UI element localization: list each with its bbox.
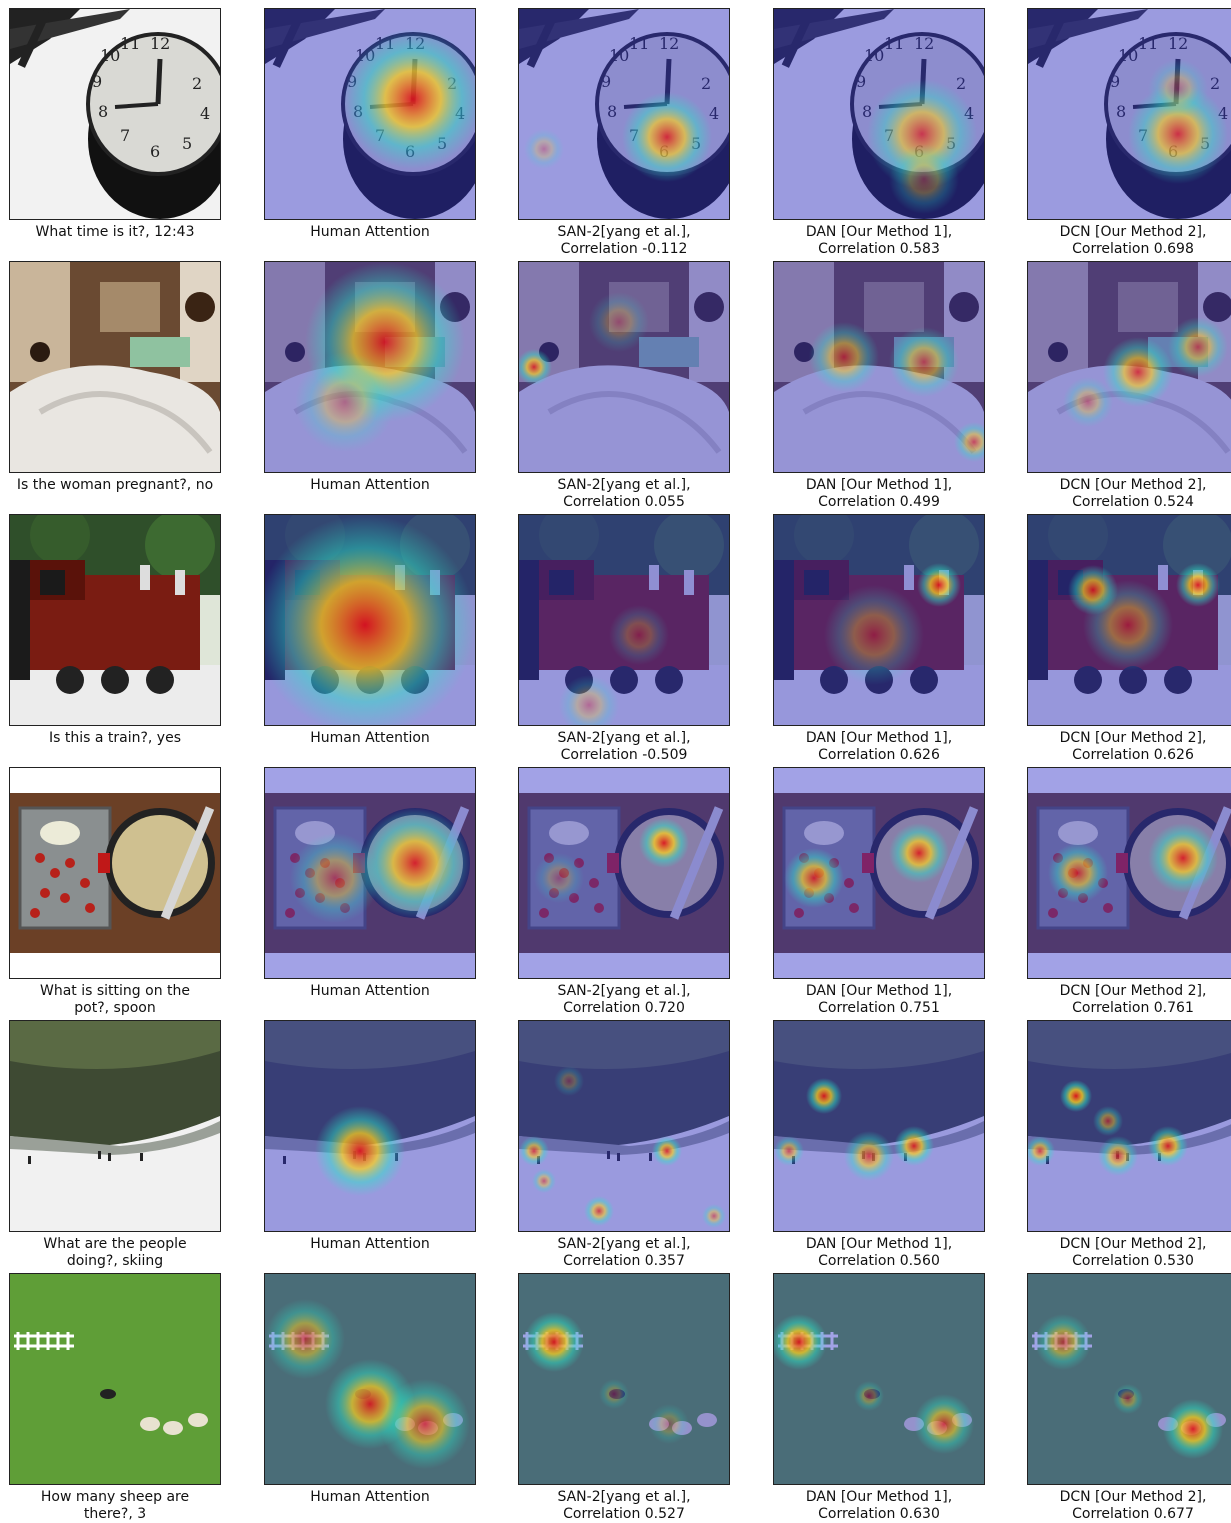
svg-text:11: 11 xyxy=(629,34,649,53)
input-image xyxy=(9,514,221,726)
svg-text:4: 4 xyxy=(709,104,719,123)
svg-text:5: 5 xyxy=(182,134,192,153)
human-caption: Human Attention xyxy=(310,224,430,240)
svg-text:8: 8 xyxy=(98,102,108,121)
dcn-attention-map xyxy=(1027,261,1231,473)
question-answer-caption: Is the woman pregnant?, no xyxy=(16,477,214,493)
dcn-caption: DCN [Our Method 2], Correlation 0.677 xyxy=(1059,1489,1207,1522)
svg-text:2: 2 xyxy=(701,74,711,93)
input-image xyxy=(9,767,221,979)
san-caption: SAN-2[yang et al.], Correlation 0.527 xyxy=(557,1489,691,1522)
san-caption: SAN-2[yang et al.], Correlation 0.720 xyxy=(557,983,691,1016)
san-attention-map xyxy=(518,767,730,979)
question-answer-caption: How many sheep are there?, 3 xyxy=(40,1489,190,1522)
dan-attention-map xyxy=(773,514,985,726)
svg-text:2: 2 xyxy=(956,74,966,93)
dcn-caption: DCN [Our Method 2], Correlation 0.761 xyxy=(1059,983,1207,1016)
question-answer-caption: Is this a train?, yes xyxy=(48,730,181,746)
dan-caption: DAN [Our Method 1], Correlation 0.626 xyxy=(805,730,953,763)
human-attention-map xyxy=(264,1273,476,1485)
svg-text:11: 11 xyxy=(884,34,904,53)
question-answer-caption: What is sitting on the pot?, spoon xyxy=(40,983,190,1016)
dan-caption: DAN [Our Method 1], Correlation 0.499 xyxy=(805,477,953,510)
svg-text:6: 6 xyxy=(150,142,160,161)
san-caption: SAN-2[yang et al.], Correlation -0.509 xyxy=(557,730,691,763)
san-attention-map xyxy=(518,1020,730,1232)
input-image xyxy=(9,1273,221,1485)
human-attention-map xyxy=(264,514,476,726)
dcn-caption: DCN [Our Method 2], Correlation 0.626 xyxy=(1059,730,1207,763)
dcn-caption: DCN [Our Method 2], Correlation 0.698 xyxy=(1059,224,1207,257)
svg-text:10: 10 xyxy=(100,46,120,65)
svg-text:2: 2 xyxy=(1210,74,1220,93)
input-image xyxy=(9,1020,221,1232)
human-attention-map xyxy=(264,261,476,473)
svg-text:2: 2 xyxy=(192,74,202,93)
human-caption: Human Attention xyxy=(310,983,430,999)
san-caption: SAN-2[yang et al.], Correlation 0.357 xyxy=(557,1236,691,1269)
san-caption: SAN-2[yang et al.], Correlation 0.055 xyxy=(557,477,691,510)
svg-text:12: 12 xyxy=(914,34,934,53)
question-answer-caption: What are the people doing?, skiing xyxy=(43,1236,187,1269)
dan-attention-map xyxy=(773,1273,985,1485)
san-attention-map xyxy=(518,514,730,726)
human-attention-map xyxy=(264,1020,476,1232)
svg-text:8: 8 xyxy=(862,102,872,121)
dcn-caption: DCN [Our Method 2], Correlation 0.530 xyxy=(1059,1236,1207,1269)
dan-caption: DAN [Our Method 1], Correlation 0.751 xyxy=(805,983,953,1016)
svg-text:12: 12 xyxy=(659,34,679,53)
svg-text:11: 11 xyxy=(120,34,140,53)
svg-text:11: 11 xyxy=(1138,34,1158,53)
svg-text:9: 9 xyxy=(1110,72,1120,91)
dan-attention-map xyxy=(773,1020,985,1232)
dan-caption: DAN [Our Method 1], Correlation 0.583 xyxy=(805,224,953,257)
svg-text:8: 8 xyxy=(1116,102,1126,121)
svg-text:10: 10 xyxy=(1118,46,1138,65)
svg-text:9: 9 xyxy=(92,72,102,91)
question-answer-caption: What time is it?, 12:43 xyxy=(35,224,195,240)
svg-text:10: 10 xyxy=(609,46,629,65)
dan-attention-map xyxy=(773,767,985,979)
dan-attention-map xyxy=(773,261,985,473)
svg-text:10: 10 xyxy=(864,46,884,65)
human-caption: Human Attention xyxy=(310,730,430,746)
dcn-caption: DCN [Our Method 2], Correlation 0.524 xyxy=(1059,477,1207,510)
human-caption: Human Attention xyxy=(310,477,430,493)
human-caption: Human Attention xyxy=(310,1236,430,1252)
dan-caption: DAN [Our Method 1], Correlation 0.630 xyxy=(805,1489,953,1522)
human-caption: Human Attention xyxy=(310,1489,430,1505)
san-caption: SAN-2[yang et al.], Correlation -0.112 xyxy=(557,224,691,257)
human-attention-map xyxy=(264,767,476,979)
svg-text:4: 4 xyxy=(200,104,210,123)
dcn-attention-map xyxy=(1027,514,1231,726)
svg-text:9: 9 xyxy=(601,72,611,91)
dan-caption: DAN [Our Method 1], Correlation 0.560 xyxy=(805,1236,953,1269)
san-attention-map xyxy=(518,1273,730,1485)
dcn-attention-map xyxy=(1027,1273,1231,1485)
svg-text:7: 7 xyxy=(120,126,130,145)
dcn-attention-map xyxy=(1027,1020,1231,1232)
san-attention-map xyxy=(518,261,730,473)
input-image xyxy=(9,261,221,473)
svg-text:8: 8 xyxy=(607,102,617,121)
svg-text:9: 9 xyxy=(856,72,866,91)
svg-text:12: 12 xyxy=(1168,34,1188,53)
dcn-attention-map xyxy=(1027,767,1231,979)
svg-text:12: 12 xyxy=(150,34,170,53)
